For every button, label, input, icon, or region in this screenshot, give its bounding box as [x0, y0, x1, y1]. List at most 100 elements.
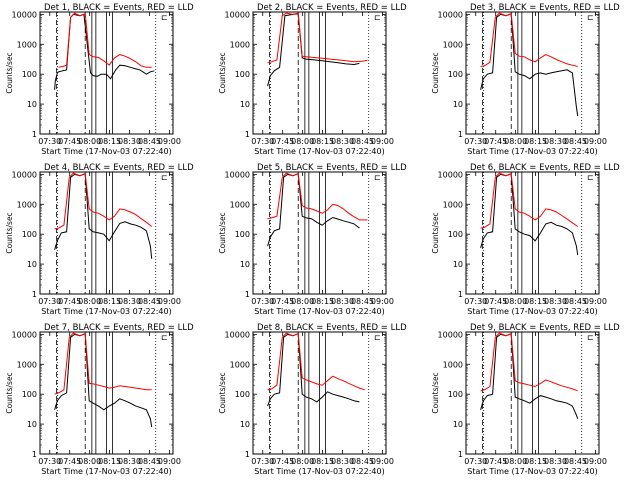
series-line-events	[54, 332, 153, 428]
x-axis-label: Start Time (17-Nov-03 07:22:40)	[467, 467, 597, 476]
y-tick-label: 1000	[443, 360, 463, 369]
x-tick-label: 07:30	[464, 457, 487, 466]
x-tick-label: 07:30	[464, 297, 487, 306]
x-axis-label: Start Time (17-Nov-03 07:22:40)	[254, 467, 384, 476]
y-tick-label: 10000	[225, 170, 250, 179]
legend-glyph: ⊏	[161, 333, 168, 342]
y-tick-label: 100	[22, 230, 37, 239]
chart-panel-7: Det 7, BLACK = Events, RED = LLD⊏ 1 10 100 1…	[5, 323, 194, 476]
x-tick-label: 07:30	[251, 137, 274, 146]
x-tick-label: 08:00	[504, 457, 527, 466]
x-tick-label: 08:30	[331, 137, 354, 146]
x-tick-label: 07:30	[251, 297, 274, 306]
legend-glyph: ⊏	[161, 173, 168, 182]
x-tick-label: 08:30	[544, 297, 567, 306]
chart-panel-8: Det 8, BLACK = Events, RED = LLD⊏ 1 10 100 1…	[218, 323, 407, 476]
x-tick-label: 07:45	[484, 457, 507, 466]
y-tick-label: 1	[458, 450, 463, 459]
series-line-lld	[54, 332, 152, 395]
y-tick-label: 10000	[12, 10, 37, 19]
x-tick-label: 08:45	[138, 457, 161, 466]
y-axis-label: Counts/sec	[218, 212, 227, 253]
x-tick-label: 08:45	[351, 457, 374, 466]
chart-title: Det 8, BLACK = Events, RED = LLD	[257, 323, 407, 333]
x-tick-label: 08:30	[118, 137, 141, 146]
chart-title: Det 1, BLACK = Events, RED = LLD	[44, 3, 194, 13]
x-tick-label: 07:45	[271, 457, 294, 466]
y-tick-label: 1	[458, 290, 463, 299]
x-tick-label: 08:00	[291, 137, 314, 146]
x-tick-label: 08:45	[564, 297, 587, 306]
x-tick-label: 09:00	[584, 457, 607, 466]
series-line-events	[480, 12, 579, 117]
y-tick-label: 100	[448, 230, 463, 239]
chart-title: Det 6, BLACK = Events, RED = LLD	[470, 163, 620, 173]
x-axis-label: Start Time (17-Nov-03 07:22:40)	[41, 147, 171, 156]
chart-panel-3: Det 3, BLACK = Events, RED = LLD⊏ 1 10 100 1…	[431, 3, 620, 156]
y-tick-label: 10000	[438, 330, 463, 339]
x-tick-label: 07:45	[58, 297, 81, 306]
y-tick-label: 100	[448, 70, 463, 79]
y-tick-label: 10000	[12, 170, 37, 179]
y-tick-label: 1000	[17, 360, 37, 369]
series-line-lld	[54, 172, 153, 230]
x-tick-label: 08:30	[118, 457, 141, 466]
y-axis-label: Counts/sec	[218, 372, 227, 413]
y-tick-label: 10	[27, 260, 37, 269]
y-axis-label: Counts/sec	[431, 372, 440, 413]
y-tick-label: 10000	[438, 170, 463, 179]
x-tick-label: 08:45	[351, 297, 374, 306]
y-tick-label: 10	[240, 260, 250, 269]
chart-title: Det 9, BLACK = Events, RED = LLD	[470, 323, 620, 333]
series-line-events	[267, 332, 360, 407]
x-tick-label: 07:30	[38, 137, 61, 146]
y-tick-label: 1	[32, 290, 37, 299]
x-tick-label: 07:45	[271, 297, 294, 306]
chart-title: Det 7, BLACK = Events, RED = LLD	[44, 323, 194, 333]
series-line-events	[54, 13, 155, 90]
x-tick-label: 08:00	[291, 457, 314, 466]
x-tick-label: 08:30	[331, 457, 354, 466]
x-tick-label: 07:45	[58, 137, 81, 146]
y-tick-label: 1000	[230, 200, 250, 209]
legend-glyph: ⊏	[587, 173, 594, 182]
legend-glyph: ⊏	[161, 13, 168, 22]
y-tick-label: 100	[235, 390, 250, 399]
legend-glyph: ⊏	[374, 13, 381, 22]
y-tick-label: 10000	[438, 10, 463, 19]
y-tick-label: 1000	[443, 200, 463, 209]
y-tick-label: 10	[240, 420, 250, 429]
y-tick-label: 1	[245, 290, 250, 299]
chart-panel-1: Det 1, BLACK = Events, RED = LLD⊏ 1 10 100 1…	[5, 3, 194, 156]
y-tick-label: 10	[240, 100, 250, 109]
x-tick-label: 07:30	[38, 457, 61, 466]
x-tick-label: 09:00	[371, 137, 394, 146]
y-tick-label: 1	[245, 130, 250, 139]
y-tick-label: 10000	[12, 330, 37, 339]
x-tick-label: 07:45	[484, 297, 507, 306]
chart-panel-5: Det 5, BLACK = Events, RED = LLD⊏ 1 10 100 1…	[218, 163, 407, 316]
y-tick-label: 10	[453, 100, 463, 109]
chart-panel-6: Det 6, BLACK = Events, RED = LLD⊏ 1 10 100 1…	[431, 163, 620, 316]
y-tick-label: 10000	[225, 10, 250, 19]
chart-title: Det 3, BLACK = Events, RED = LLD	[470, 3, 620, 13]
x-tick-label: 09:00	[158, 137, 181, 146]
x-tick-label: 08:15	[311, 457, 334, 466]
y-tick-label: 1	[32, 130, 37, 139]
y-axis-label: Counts/sec	[431, 52, 440, 93]
x-tick-label: 08:30	[544, 137, 567, 146]
x-tick-label: 09:00	[371, 297, 394, 306]
series-line-lld	[480, 172, 578, 229]
x-tick-label: 08:15	[98, 297, 121, 306]
x-tick-label: 08:15	[98, 137, 121, 146]
x-tick-label: 09:00	[584, 137, 607, 146]
chart-panel-4: Det 4, BLACK = Events, RED = LLD⊏ 1 10 100 1…	[5, 163, 194, 316]
chart-panel-2: Det 2, BLACK = Events, RED = LLD⊏ 1 10 100 1…	[218, 3, 407, 156]
x-axis-label: Start Time (17-Nov-03 07:22:40)	[467, 307, 597, 316]
y-tick-label: 10	[453, 260, 463, 269]
y-tick-label: 1000	[17, 40, 37, 49]
x-tick-label: 08:00	[291, 297, 314, 306]
legend-glyph: ⊏	[587, 13, 594, 22]
chart-panel-9: Det 9, BLACK = Events, RED = LLD⊏ 1 10 100 1…	[431, 323, 620, 476]
x-tick-label: 09:00	[584, 297, 607, 306]
